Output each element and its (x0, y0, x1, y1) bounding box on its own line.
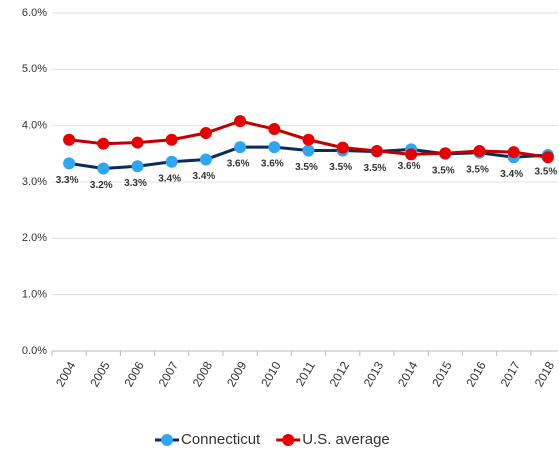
y-tick-label: 6.0% (22, 7, 47, 19)
marker (199, 126, 212, 139)
y-tick-label: 5.0% (22, 63, 47, 75)
y-tick-label: 2.0% (22, 232, 47, 244)
marker (405, 148, 418, 161)
marker (97, 137, 110, 150)
marker (370, 145, 383, 158)
value-label: 3.2% (90, 180, 113, 191)
x-tick-label: 2015 (429, 359, 455, 389)
x-tick-label: 2013 (361, 359, 387, 389)
marker (63, 157, 76, 170)
marker (473, 145, 486, 158)
value-label: 3.4% (158, 173, 181, 184)
y-tick-label: 0.0% (22, 345, 47, 357)
value-label: 3.6% (227, 159, 250, 170)
marker (268, 141, 281, 154)
marker (97, 162, 110, 175)
marker (234, 115, 247, 128)
x-tick-label: 2011 (293, 359, 318, 389)
x-tick-label: 2008 (190, 359, 216, 389)
value-label: 3.3% (56, 175, 79, 186)
value-label: 3.5% (466, 164, 489, 175)
y-tick-label: 3.0% (22, 176, 47, 188)
marker (336, 141, 349, 154)
marker (131, 160, 144, 173)
y-tick-label: 1.0% (22, 289, 47, 301)
x-tick-label: 2012 (327, 359, 353, 389)
legend-label: U.S. average (302, 431, 390, 448)
legend-marker (282, 434, 295, 446)
value-label: 3.5% (329, 162, 352, 173)
x-tick-label: 2004 (53, 359, 79, 389)
marker (268, 123, 281, 136)
x-tick-label: 2006 (121, 359, 147, 389)
value-label: 3.6% (398, 161, 421, 172)
value-label: 3.5% (535, 167, 558, 178)
legend-marker (161, 434, 173, 446)
legend-label: Connecticut (181, 431, 261, 448)
x-tick-label: 2010 (258, 359, 284, 389)
value-label: 3.5% (295, 162, 318, 173)
value-label: 3.4% (500, 169, 523, 180)
x-tick-label: 2017 (498, 359, 524, 389)
marker (199, 153, 212, 166)
marker (234, 141, 247, 154)
y-tick-label: 4.0% (22, 120, 47, 132)
value-label: 3.5% (432, 165, 455, 176)
marker (165, 133, 178, 146)
x-tick-label: 2018 (532, 359, 558, 389)
marker (165, 155, 178, 168)
value-label: 3.4% (193, 171, 216, 182)
x-tick-label: 2016 (463, 359, 489, 389)
marker (302, 133, 315, 146)
x-tick-label: 2007 (156, 359, 182, 389)
value-label: 3.6% (261, 159, 284, 170)
x-tick-label: 2014 (395, 359, 421, 389)
marker (131, 136, 144, 149)
value-label: 3.5% (364, 163, 387, 174)
x-tick-label: 2005 (87, 359, 113, 389)
x-tick-label: 2009 (224, 359, 250, 389)
marker (439, 147, 452, 160)
marker (507, 146, 520, 159)
marker (63, 133, 76, 146)
marker (541, 151, 554, 164)
marker (302, 144, 315, 157)
value-label: 3.3% (124, 178, 147, 189)
